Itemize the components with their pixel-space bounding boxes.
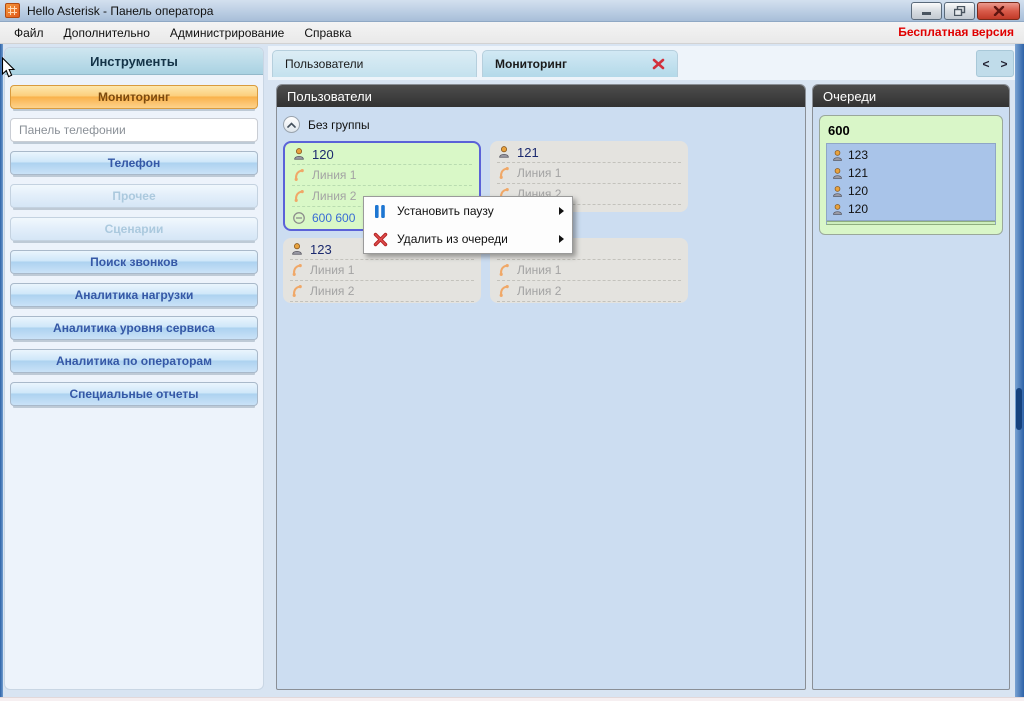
context-menu-item-label: Установить паузу [397,204,494,218]
free-version-label: Бесплатная версия [898,25,1014,39]
line-2-label: Линия 2 [517,284,562,298]
sidebar-item-special-reports[interactable]: Специальные отчеты [10,382,258,406]
user-icon [833,203,842,215]
chevron-up-icon [287,121,296,128]
minimize-icon [922,11,931,15]
window-border-right[interactable] [1015,44,1024,697]
user-icon [833,185,842,197]
pause-icon [373,204,397,219]
menu-help[interactable]: Справка [304,25,352,40]
phone-line-icon [499,285,509,297]
context-menu: Установить паузу Удалить из очереди [363,196,573,254]
sidebar-item-scenarios: Сценарии [10,217,258,241]
window-border-left [0,44,3,697]
minimize-button[interactable] [911,2,942,20]
window-title: Hello Asterisk - Панель оператора [27,3,214,18]
users-panel: Пользователи Без группы 120 [276,84,806,690]
user-icon [833,167,842,179]
tab-monitoring-label: Мониторинг [495,57,567,71]
line-1-label: Линия 1 [517,263,562,277]
user-icon [294,148,304,160]
tools-sidebar: Инструменты Мониторинг Панель телефонии … [4,47,264,690]
queues-panel: Очереди 600 123 121 [812,84,1010,690]
tab-strip: Пользователи Мониторинг < > [268,46,1015,80]
user-number: 121 [517,144,539,160]
tab-users[interactable]: Пользователи [272,50,477,77]
queues-panel-header: Очереди [813,85,1009,107]
remove-icon [373,232,397,247]
queue-name: 600 [828,123,850,138]
phone-line-icon [499,264,509,276]
sidebar-header: Инструменты [5,48,263,75]
queue-member-number: 120 [848,202,869,216]
tab-users-label: Пользователи [285,57,364,71]
users-panel-header: Пользователи [277,85,805,107]
submenu-arrow-icon [559,235,564,243]
line-1-label: Линия 1 [310,263,355,277]
phone-line-icon [499,167,509,179]
queue-member-list: 123 121 120 12 [826,143,996,221]
group-label: Без группы [308,117,370,132]
menu-extra[interactable]: Дополнительно [63,25,150,40]
queue-member[interactable]: 121 [831,164,991,182]
queue-member-number: 120 [848,184,869,198]
sidebar-item-monitoring[interactable]: Мониторинг [10,85,258,109]
line-1-label: Линия 1 [312,168,357,182]
line-1-label: Линия 1 [517,166,562,180]
queue-card-600[interactable]: 600 123 121 120 [819,115,1003,235]
user-queue-membership: 600 600 [312,210,356,225]
minus-circle-icon [293,211,305,224]
mouse-cursor [1,57,17,79]
phone-line-icon [294,190,304,202]
queue-member[interactable]: 123 [831,146,991,164]
phone-line-icon [292,285,302,297]
queue-list-divider [826,221,996,225]
submenu-arrow-icon [559,207,564,215]
queue-member[interactable]: 120 [831,200,991,218]
app-icon [5,3,20,18]
queue-member-number: 123 [848,148,869,162]
phone-line-icon [294,169,304,181]
user-icon [292,243,302,255]
context-menu-set-pause[interactable]: Установить паузу [364,197,572,225]
sidebar-item-phone-panel[interactable]: Панель телефонии [10,118,258,142]
tab-monitoring[interactable]: Мониторинг [482,50,678,77]
title-bar: Hello Asterisk - Панель оператора [0,0,1024,22]
context-menu-item-label: Удалить из очереди [397,232,508,246]
sidebar-body: Мониторинг Панель телефонии Телефон Проч… [5,75,263,416]
group-row: Без группы [277,107,805,141]
line-2-label: Линия 2 [312,189,357,203]
context-menu-remove-from-queue[interactable]: Удалить из очереди [364,225,572,253]
tab-close-icon[interactable] [652,58,665,70]
close-icon [993,6,1004,16]
restore-icon [953,6,965,16]
menu-file[interactable]: Файл [14,25,44,40]
tab-scroll-next-icon[interactable]: > [1000,56,1008,71]
sidebar-item-load-analytics[interactable]: Аналитика нагрузки [10,283,258,307]
user-icon [499,146,509,158]
group-collapse-button[interactable] [283,116,300,133]
menu-administration[interactable]: Администрирование [169,25,285,40]
sidebar-item-other: Прочее [10,184,258,208]
phone-line-icon [292,264,302,276]
sidebar-item-operator-analytics[interactable]: Аналитика по операторам [10,349,258,373]
restore-button[interactable] [944,2,975,20]
user-number: 120 [312,146,334,162]
user-icon [833,149,842,161]
tab-scroll-prev-icon[interactable]: < [982,56,990,71]
queue-member[interactable]: 120 [831,182,991,200]
queue-member-number: 121 [848,166,869,180]
user-number: 123 [310,241,332,257]
sidebar-item-telephone[interactable]: Телефон [10,151,258,175]
line-2-label: Линия 2 [310,284,355,298]
scrollbar-thumb[interactable] [1016,388,1022,430]
close-button[interactable] [977,2,1020,20]
tab-scroll-box: < > [976,50,1014,77]
window-border-bottom [0,697,1024,701]
sidebar-item-call-search[interactable]: Поиск звонков [10,250,258,274]
sidebar-item-service-level-analytics[interactable]: Аналитика уровня сервиса [10,316,258,340]
menu-bar: Файл Дополнительно Администрирование Спр… [0,22,1024,44]
